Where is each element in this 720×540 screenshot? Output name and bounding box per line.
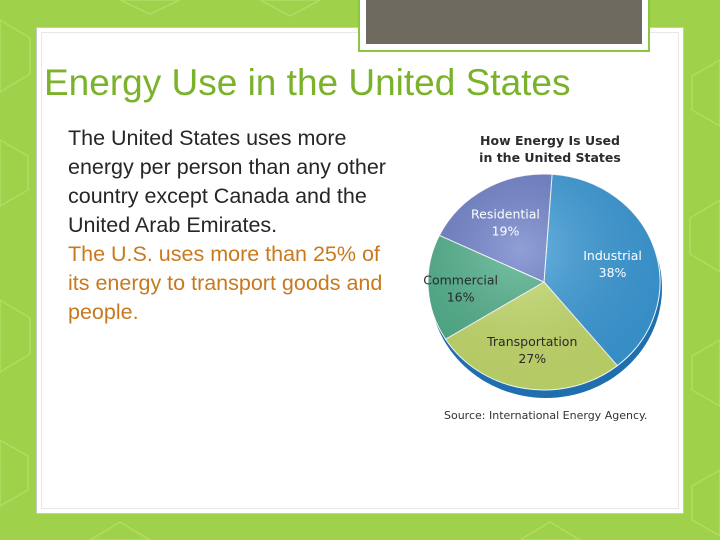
slice-value-commercial: 16% — [447, 289, 475, 304]
slice-value-transportation: 27% — [518, 351, 546, 366]
slice-label-commercial: Commercial — [423, 272, 498, 287]
slice-label-residential: Residential — [471, 206, 540, 221]
body-paragraph-1: The United States uses more energy per p… — [68, 126, 386, 237]
slide-top-tab-fill — [366, 0, 642, 44]
body-paragraph-2: The U.S. uses more than 25% of its energ… — [68, 242, 383, 324]
slide-top-tab — [358, 0, 650, 52]
slide-body: The United States uses more energy per p… — [68, 124, 398, 327]
slice-value-residential: 19% — [492, 223, 520, 238]
chart-title-line-2: in the United States — [479, 150, 621, 165]
chart-source: Source: International Energy Agency. — [444, 409, 648, 422]
slice-label-industrial: Industrial — [583, 248, 642, 263]
slide-title: Energy Use in the United States — [44, 62, 571, 103]
pie-shading — [428, 174, 660, 390]
slice-value-industrial: 38% — [599, 265, 627, 280]
chart-title: How Energy Is Used in the United States — [420, 132, 680, 166]
pie-chart: How Energy Is Used in the United States … — [420, 124, 670, 434]
slice-label-transportation: Transportation — [486, 334, 577, 349]
chart-title-line-1: How Energy Is Used — [480, 133, 620, 148]
pie-chart-svg: Industrial 38% Transportation 27% Commercial… — [423, 173, 662, 398]
